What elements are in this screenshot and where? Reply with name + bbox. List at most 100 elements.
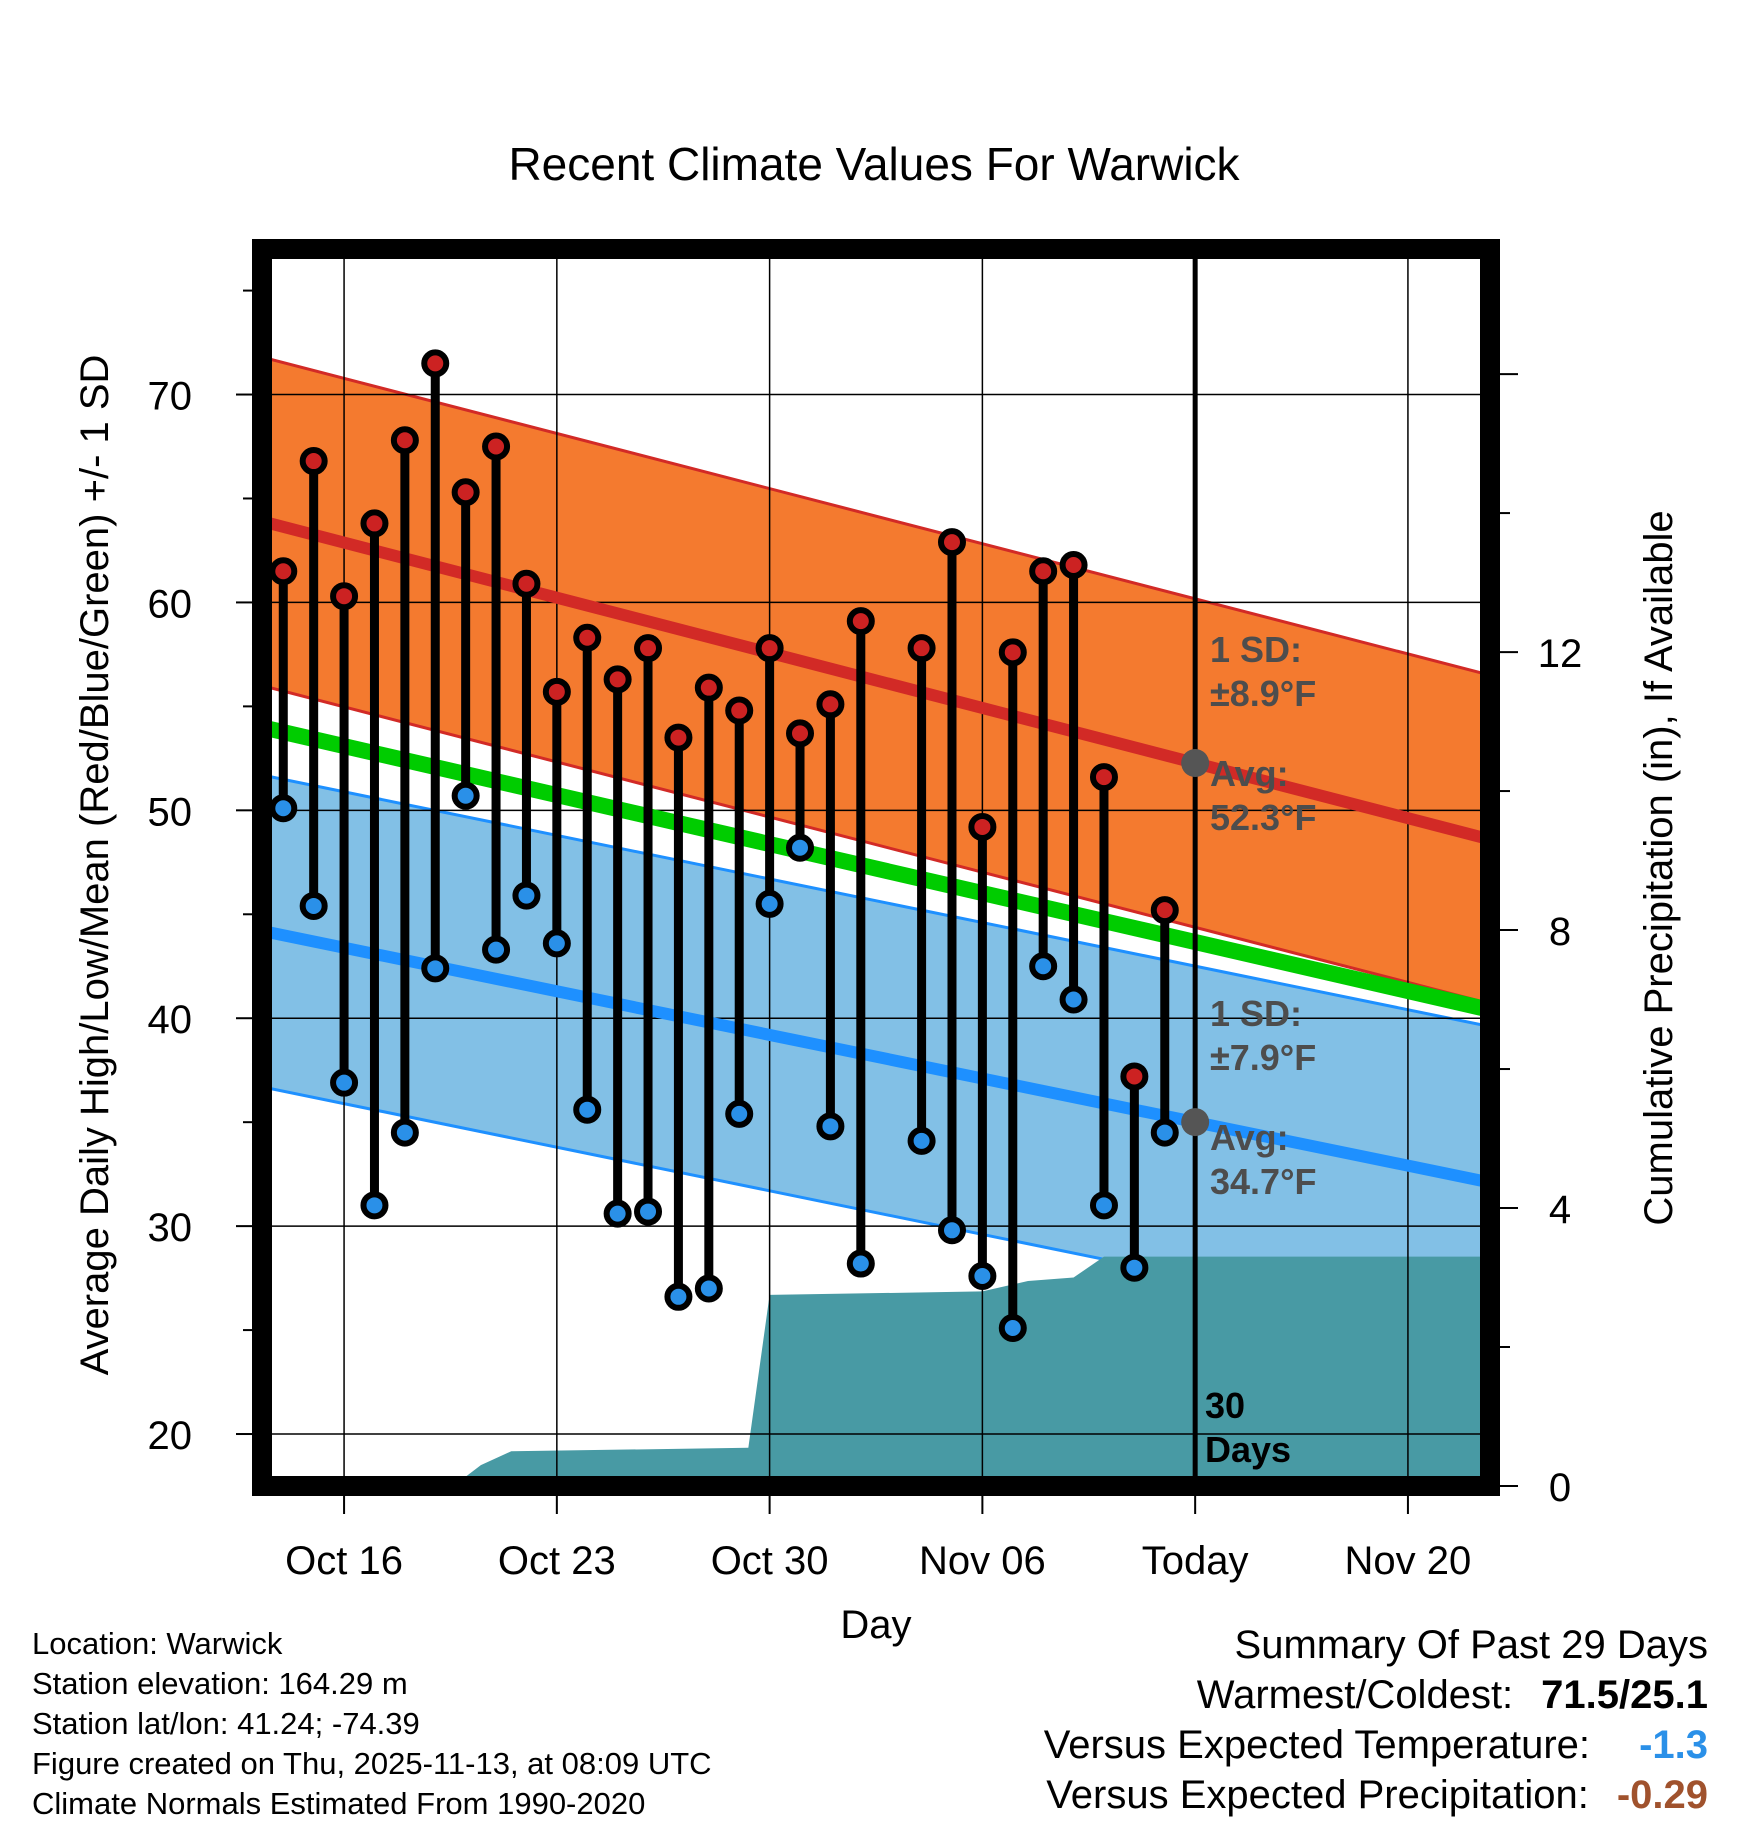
daily-high-point — [1089, 763, 1118, 792]
warm-cold-label: Warmest/Coldest: — [1196, 1673, 1514, 1717]
daily-low-point — [755, 889, 784, 918]
daily-low-point — [542, 929, 571, 958]
x-tick-label: Oct 23 — [498, 1539, 616, 1583]
y2-tick-label: 12 — [1538, 632, 1583, 676]
daily-high-point — [360, 509, 389, 538]
x-tick-label: Nov 20 — [1345, 1539, 1472, 1583]
normals-text: Climate Normals Estimated From 1990-2020 — [32, 1786, 646, 1821]
daily-low-point — [786, 833, 815, 862]
daily-low-point — [634, 1197, 663, 1226]
daily-low-point — [1120, 1253, 1149, 1282]
daily-high-point — [573, 623, 602, 652]
daily-low-point — [1029, 952, 1058, 981]
daily-high-point — [725, 696, 754, 725]
precip-value: -0.29 — [1616, 1773, 1708, 1817]
daily-low-point — [664, 1282, 693, 1311]
daily-high-point — [299, 447, 328, 476]
daily-low-point — [269, 794, 298, 823]
bottom-axis: Oct 16 Oct 23 Oct 30 Nov 06 Today Nov 20 — [285, 1496, 1471, 1583]
daily-low-point — [725, 1099, 754, 1128]
low-sd-value: ±7.9°F — [1210, 1037, 1316, 1078]
latlon-text: Station lat/lon: 41.24; -74.39 — [32, 1706, 420, 1741]
annotations: 1 SD: ±8.9°F Avg: 52.3°F 1 SD: ±7.9°F Av… — [1205, 629, 1316, 1470]
y2-tick-label: 0 — [1549, 1466, 1571, 1510]
chart-title: Recent Climate Values For Warwick — [508, 138, 1240, 190]
low-normal-line — [262, 925, 1490, 1189]
daily-low-point — [360, 1191, 389, 1220]
summary-panel: Summary Of Past 29 Days Warmest/Coldest:… — [1044, 1620, 1708, 1820]
daily-high-point — [816, 690, 845, 719]
low-sd-band-upper-edge — [262, 773, 1490, 1029]
high-sd-value: ±8.9°F — [1210, 673, 1316, 714]
plot-area — [262, 249, 1490, 1486]
right-axis: 0 4 8 12 — [1500, 373, 1583, 1510]
daily-high-point — [421, 349, 450, 378]
daily-low-point — [1059, 985, 1088, 1014]
location-text: Location: Warwick — [32, 1626, 283, 1661]
left-axis: 20 30 40 50 60 70 — [148, 289, 252, 1458]
daily-low-point — [512, 881, 541, 910]
daily-high-point — [512, 569, 541, 598]
high-avg-label: Avg: — [1210, 753, 1289, 794]
y2-tick-label: 8 — [1549, 910, 1571, 954]
y-tick-label: 30 — [148, 1206, 193, 1250]
x-tick-label: Oct 30 — [711, 1539, 829, 1583]
daily-high-point — [634, 634, 663, 663]
elevation-text: Station elevation: 164.29 m — [32, 1666, 408, 1701]
summary-title: Summary Of Past 29 Days — [1234, 1623, 1708, 1667]
daily-low-point — [573, 1095, 602, 1124]
daily-high-point — [542, 677, 571, 706]
daily-high-point — [664, 723, 693, 752]
y-tick-label: 60 — [148, 582, 193, 626]
plot-frame — [252, 239, 1500, 1496]
x-tick-label: Oct 16 — [285, 1539, 403, 1583]
daily-low-point — [330, 1068, 359, 1097]
daily-high-point — [694, 673, 723, 702]
low-sd-label: 1 SD: — [1210, 993, 1302, 1034]
daily-high-point — [603, 665, 632, 694]
daily-high-point — [482, 432, 511, 461]
x-tick-label: Today — [1142, 1539, 1249, 1583]
daily-high-point — [907, 634, 936, 663]
summary-temp: Versus Expected Temperature: -1.3 — [1044, 1720, 1708, 1770]
y-tick-label: 50 — [148, 790, 193, 834]
daily-low-point — [968, 1262, 997, 1291]
x-tick-label: Nov 06 — [919, 1539, 1046, 1583]
daily-low-point — [1150, 1118, 1179, 1147]
daily-high-point — [451, 478, 480, 507]
x-axis-label: Day — [840, 1603, 911, 1647]
high-sd-label: 1 SD: — [1210, 629, 1302, 670]
daily-low-point — [846, 1249, 875, 1278]
daily-high-point — [390, 426, 419, 455]
days-word: Days — [1205, 1429, 1291, 1470]
y-axis-label: Average Daily High/Low/Mean (Red/Blue/Gr… — [73, 355, 117, 1376]
daily-high-point — [269, 557, 298, 586]
today-high-avg-marker — [1181, 749, 1210, 778]
daily-low-point — [482, 935, 511, 964]
station-info: Location: Warwick Station elevation: 164… — [32, 1624, 712, 1824]
y-tick-label: 70 — [148, 375, 193, 419]
daily-low-point — [816, 1112, 845, 1141]
daily-low-point — [1089, 1191, 1118, 1220]
precip-area — [262, 1256, 1490, 1486]
daily-low-point — [390, 1118, 419, 1147]
y2-axis-label: Cumulative Precipitation (in), If Availa… — [1637, 510, 1681, 1225]
y-tick-label: 40 — [148, 998, 193, 1042]
days-number: 30 — [1205, 1385, 1245, 1426]
daily-low-point — [299, 891, 328, 920]
plot-layers — [262, 249, 1490, 1486]
daily-high-point — [998, 638, 1027, 667]
daily-low-point — [998, 1313, 1027, 1342]
daily-high-point — [846, 607, 875, 636]
daily-high-point — [1029, 557, 1058, 586]
today-low-avg-marker — [1181, 1108, 1210, 1137]
daily-high-point — [755, 634, 784, 663]
temp-value: -1.3 — [1639, 1723, 1708, 1767]
daily-low-point — [451, 781, 480, 810]
high-avg-value: 52.3°F — [1210, 797, 1316, 838]
daily-high-point — [1150, 896, 1179, 925]
high-sd-band-upper-edge — [262, 355, 1490, 677]
daily-low-point — [937, 1216, 966, 1245]
daily-high-point — [330, 582, 359, 611]
daily-high-point — [1120, 1062, 1149, 1091]
